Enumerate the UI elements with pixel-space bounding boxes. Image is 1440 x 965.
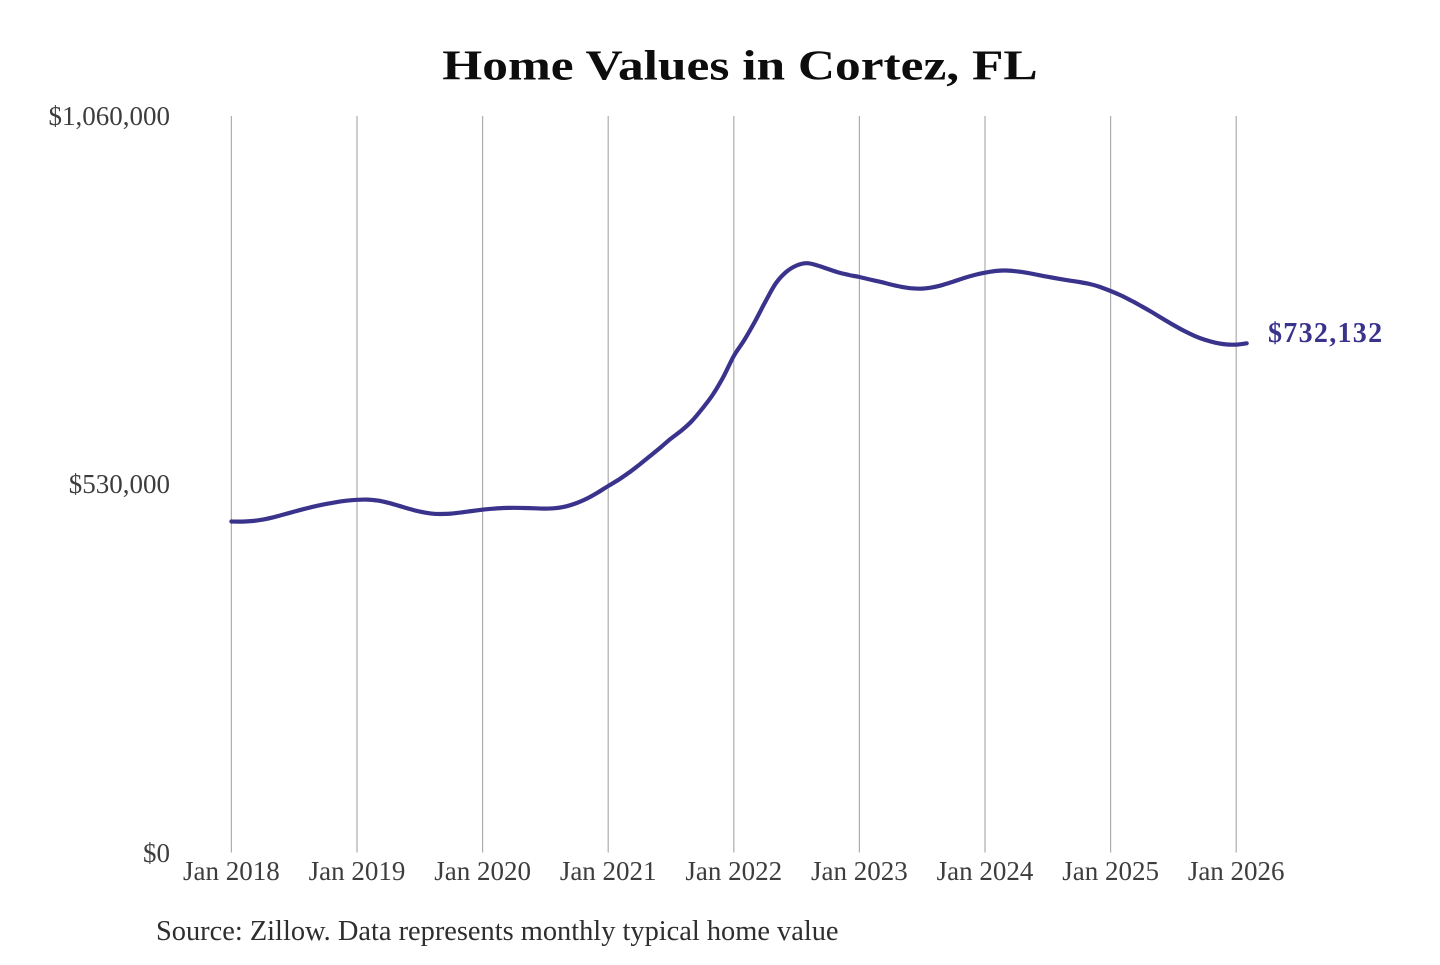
svg-text:Jan 2024: Jan 2024 [937, 856, 1034, 886]
svg-text:Jan 2018: Jan 2018 [183, 856, 280, 886]
svg-text:Home Values in Cortez, FL: Home Values in Cortez, FL [442, 43, 1037, 90]
svg-text:$1,060,000: $1,060,000 [49, 101, 171, 131]
svg-text:Jan 2019: Jan 2019 [309, 856, 406, 886]
svg-text:Jan 2021: Jan 2021 [560, 856, 657, 886]
svg-text:Source: Zillow. Data represent: Source: Zillow. Data represents monthly … [156, 916, 839, 947]
svg-text:Jan 2026: Jan 2026 [1188, 856, 1285, 886]
svg-text:$0: $0 [143, 838, 170, 868]
svg-text:$732,132: $732,132 [1268, 318, 1383, 349]
svg-text:Jan 2022: Jan 2022 [685, 856, 782, 886]
svg-text:Jan 2020: Jan 2020 [434, 856, 531, 886]
svg-text:Jan 2025: Jan 2025 [1062, 856, 1159, 886]
svg-text:$530,000: $530,000 [69, 469, 170, 499]
svg-text:Jan 2023: Jan 2023 [811, 856, 908, 886]
